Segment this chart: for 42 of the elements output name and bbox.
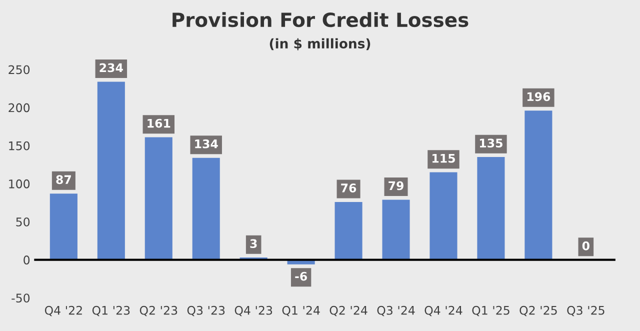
bar (334, 202, 362, 260)
y-tick-label: 150 (9, 141, 30, 150)
x-tick-label: Q4 '23 (234, 306, 272, 316)
y-tick-label: 50 (16, 217, 30, 226)
x-tick-label: Q1 '24 (282, 306, 320, 316)
bar (144, 137, 172, 260)
x-tick-label: Q1 '25 (472, 306, 510, 316)
data-label: 196 (527, 92, 550, 102)
data-label: 135 (480, 138, 502, 148)
x-tick-label: Q2 '23 (140, 306, 178, 316)
chart-title: Provision For Credit Losses (172, 12, 468, 28)
y-tick-label: -50 (12, 294, 30, 303)
x-tick-label: Q4 '24 (424, 306, 462, 316)
bar (524, 110, 552, 260)
bar (97, 82, 125, 260)
data-label: 79 (388, 181, 404, 190)
x-tick-label: Q3 '24 (377, 306, 415, 316)
y-tick-label: 100 (9, 179, 30, 188)
chart-subtitle: (in $ millions) (270, 38, 370, 50)
x-tick-label: Q1 '23 (92, 306, 130, 316)
data-label: -6 (295, 272, 307, 281)
bar (50, 194, 78, 260)
bar (430, 172, 458, 260)
data-label: 87 (56, 175, 71, 184)
data-label: 76 (341, 184, 356, 192)
data-label: 115 (432, 154, 455, 163)
x-tick-label: Q4 '22 (44, 306, 82, 316)
data-label: 0 (582, 241, 590, 250)
x-tick-label: Q2 '24 (330, 306, 368, 316)
x-tick-label: Q3 '23 (187, 306, 225, 316)
data-label: 3 (250, 239, 257, 248)
y-tick-label: 200 (8, 103, 30, 112)
x-tick-label: Q3 '25 (567, 306, 604, 316)
x-tick-label: Q2 '25 (520, 306, 557, 316)
data-label: 161 (148, 118, 170, 128)
bar (382, 200, 410, 260)
data-label: 234 (100, 63, 123, 72)
bar (477, 157, 505, 260)
y-tick-label: 250 (8, 65, 30, 74)
data-label: 134 (195, 139, 218, 148)
y-tick-label: 0 (24, 256, 30, 264)
bar (192, 158, 220, 260)
